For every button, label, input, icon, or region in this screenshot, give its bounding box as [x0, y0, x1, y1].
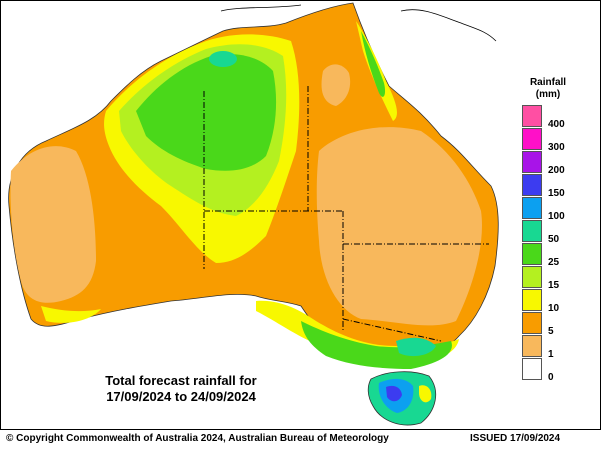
legend-row: 100	[518, 197, 578, 222]
caption-line-2: 17/09/2024 to 24/09/2024	[106, 389, 256, 404]
north-25mm-region	[136, 54, 277, 171]
victoria-50mm-patch	[396, 337, 436, 357]
rainfall-map-graphic	[8, 2, 499, 426]
legend-swatch	[522, 312, 542, 334]
rainfall-legend: Rainfall (mm) 400 300 200 150 100 50 25 15 10 5 1 0	[518, 77, 578, 383]
legend-unit: (mm)	[535, 89, 561, 100]
southwest-10mm-strip	[41, 306, 101, 323]
copyright-text: © Copyright Commonwealth of Australia 20…	[6, 433, 389, 444]
png-coastline	[400, 9, 497, 42]
legend-row: 300	[518, 128, 578, 153]
victoria-25mm-region	[301, 321, 452, 369]
cape-york-1mm-region	[321, 64, 351, 106]
legend-row: 10	[518, 289, 578, 314]
legend-row: 400	[518, 105, 578, 130]
legend-label: 10	[548, 303, 560, 314]
legend-label: 200	[548, 165, 565, 176]
legend-label: 0	[548, 372, 554, 383]
legend-rows: 400 300 200 150 100 50 25 15 10 5 1 0	[518, 105, 578, 383]
legend-swatch	[522, 174, 542, 196]
legend-label: 25	[548, 257, 560, 268]
legend-row: 15	[518, 266, 578, 291]
caption-line-1: Total forecast rainfall for	[105, 373, 257, 388]
legend-swatch	[522, 151, 542, 173]
legend-swatch	[522, 105, 542, 127]
indonesia-coastline	[220, 4, 302, 12]
tasmania-east-10mm	[419, 385, 432, 403]
legend-swatch	[522, 197, 542, 219]
nsw-vic-border	[342, 318, 442, 342]
legend-row: 25	[518, 243, 578, 268]
issued-date: ISSUED 17/09/2024	[470, 433, 561, 444]
west-1mm-region	[10, 146, 96, 303]
legend-swatch	[522, 266, 542, 288]
tasmania-150mm-patch	[386, 385, 402, 402]
forecast-map: Total forecast rainfall for 17/09/2024 t…	[0, 0, 601, 430]
legend-label: 400	[548, 119, 565, 130]
east-1mm-region	[316, 127, 482, 326]
legend-label: 5	[548, 326, 554, 337]
legend-row: 0	[518, 358, 578, 383]
legend-swatch	[522, 220, 542, 242]
legend-label: 1	[548, 349, 554, 360]
legend-swatch	[522, 128, 542, 150]
north-50mm-patch	[209, 51, 237, 67]
legend-row: 200	[518, 151, 578, 176]
legend-swatch	[522, 289, 542, 311]
legend-swatch	[522, 243, 542, 265]
legend-row: 5	[518, 312, 578, 337]
legend-row: 1	[518, 335, 578, 360]
legend-label: 150	[548, 188, 565, 199]
map-caption: Total forecast rainfall for 17/09/2024 t…	[61, 373, 301, 405]
legend-swatch	[522, 335, 542, 357]
legend-label: 15	[548, 280, 560, 291]
legend-title: Rainfall	[529, 77, 567, 88]
legend-label: 50	[548, 234, 560, 245]
legend-row: 50	[518, 220, 578, 245]
legend-swatch	[522, 358, 542, 380]
east-coast-25mm-strip	[361, 31, 386, 97]
legend-row: 150	[518, 174, 578, 199]
legend-label: 100	[548, 211, 565, 222]
legend-label: 300	[548, 142, 565, 153]
